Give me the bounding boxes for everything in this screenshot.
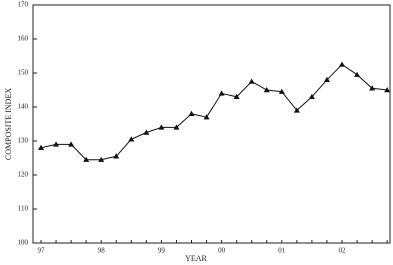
marker <box>68 141 75 147</box>
marker <box>113 153 120 159</box>
y-tick-label: 170 <box>18 1 29 9</box>
plot-frame <box>32 4 391 244</box>
marker <box>218 90 225 96</box>
x-tick-label: 02 <box>339 247 347 255</box>
marker <box>233 93 240 99</box>
x-tick-label: 98 <box>98 247 106 255</box>
marker <box>339 61 345 67</box>
marker <box>263 87 270 93</box>
x-tick-label: 01 <box>278 247 286 255</box>
marker <box>203 114 210 120</box>
y-tick-label: 110 <box>18 205 29 213</box>
y-tick-label: 130 <box>18 137 29 145</box>
marker <box>293 107 300 113</box>
x-tick-label: 99 <box>158 247 166 255</box>
marker <box>143 129 150 135</box>
marker <box>158 124 165 130</box>
marker <box>384 87 391 93</box>
marker <box>354 71 361 77</box>
marker <box>98 156 105 162</box>
y-axis-title: COMPOSITE INDEX <box>4 88 13 160</box>
marker <box>308 93 315 99</box>
marker <box>83 156 90 162</box>
x-axis-title: YEAR <box>185 254 207 263</box>
y-tick-label: 140 <box>18 103 29 111</box>
y-tick-label: 160 <box>18 35 29 43</box>
marker <box>248 78 255 84</box>
marker <box>278 88 285 94</box>
series-line <box>40 63 388 161</box>
y-tick-label: 120 <box>18 171 29 179</box>
marker <box>128 136 135 142</box>
x-tick-label: 00 <box>218 247 226 255</box>
marker <box>53 141 60 147</box>
marker <box>38 144 44 150</box>
x-tick-label: 97 <box>38 247 46 255</box>
marker <box>369 85 376 91</box>
marker <box>173 124 180 130</box>
marker <box>188 110 195 116</box>
y-tick-label: 100 <box>18 239 29 247</box>
marker <box>323 76 330 82</box>
y-tick-label: 150 <box>18 69 29 77</box>
